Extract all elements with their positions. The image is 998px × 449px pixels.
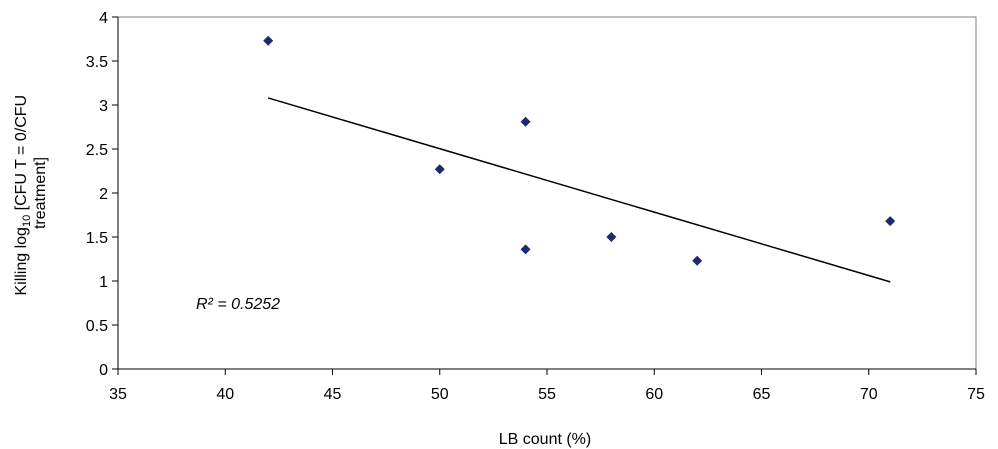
data-point [263,35,274,46]
y-tick-label: 0.5 [86,318,108,335]
x-tick-label: 40 [216,386,234,403]
plot-frame [117,16,977,370]
x-tick-label: 35 [109,386,127,403]
data-point [606,232,617,242]
data-point [434,164,445,175]
data-point [692,255,703,266]
data-point [520,244,531,255]
y-axis-label: Killing log10 [CFU T = 0/CFU treatment] [13,90,49,295]
x-axis-label: LB count (%) [499,431,591,448]
y-tick-label: 3 [99,98,108,115]
trendline-group [267,97,891,283]
x-tick-label: 75 [967,386,985,403]
data-point [885,216,896,227]
y-axis-label-prefix: Killing log [13,227,30,295]
y-tick-label: 2.5 [86,142,108,159]
data-point [520,116,531,127]
x-tick-label: 55 [538,386,556,403]
y-tick-label: 1.5 [86,230,108,247]
axes: 35 40 45 50 55 60 65 70 75 0 0.5 1 1.5 2 2.5 3 3.5 4 [86,10,985,403]
x-tick-label: 60 [645,386,663,403]
x-tick-label: 70 [860,386,878,403]
data-points [263,35,896,266]
y-tick-label: 4 [99,10,108,27]
y-axis-label-line2: treatment] [32,157,49,229]
y-tick-label: 2 [99,186,108,203]
x-tick-label: 50 [431,386,449,403]
x-tick-label: 45 [324,386,342,403]
x-tick-label: 65 [753,386,771,403]
trendline [267,97,891,283]
y-axis-label-suffix: [CFU T = 0/CFU [13,95,30,215]
y-axis-label-subscript: 10 [21,215,33,227]
y-tick-label: 3.5 [86,54,108,71]
y-tick-label: 0 [99,362,108,379]
r-squared-annotation: R² = 0.5252 [196,296,280,313]
y-tick-label: 1 [99,274,108,291]
